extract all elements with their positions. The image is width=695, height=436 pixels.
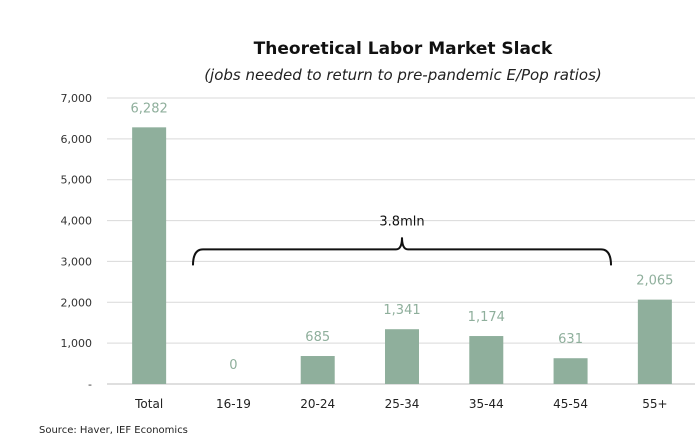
source-note: Source: Haver, IEF Economics — [39, 425, 188, 436]
x-tick-label: 16-19 — [216, 397, 251, 411]
bar-55+ — [637, 299, 672, 384]
bar-Total — [132, 127, 167, 385]
bracket-annotation — [191, 237, 613, 266]
y-tick-label: 2,000 — [61, 296, 93, 309]
y-tick-label: 3,000 — [61, 255, 93, 268]
data-label: 631 — [558, 332, 583, 347]
bar-25-34 — [385, 329, 419, 384]
bar-45-54 — [553, 358, 588, 384]
y-tick-label: 5,000 — [61, 174, 93, 187]
x-tick-label: 20-24 — [300, 397, 335, 411]
gridlines — [107, 97, 695, 344]
y-tick-label: 7,000 — [61, 92, 93, 105]
bar-20-24 — [300, 356, 335, 384]
x-tick-label: 55+ — [642, 397, 667, 411]
data-label: 2,065 — [636, 274, 673, 289]
bar-chart: Theoretical Labor Market Slack (jobs nee… — [61, 39, 695, 411]
x-axis-ticks: Total 16-19 20-24 25-34 35-44 45-54 55+ — [134, 397, 667, 411]
y-tick-label: 1,000 — [61, 337, 93, 350]
data-label: 0 — [229, 358, 237, 373]
y-tick-label: - — [88, 378, 92, 391]
x-tick-label: 45-54 — [553, 397, 588, 411]
x-tick-label: 25-34 — [385, 397, 420, 411]
data-label: 685 — [305, 330, 330, 345]
bars — [132, 127, 672, 385]
bar-35-44 — [469, 336, 504, 384]
data-label: 1,174 — [468, 310, 505, 325]
data-label: 6,282 — [131, 101, 168, 116]
y-tick-label: 6,000 — [61, 133, 93, 146]
y-axis-ticks: - 1,000 2,000 3,000 4,000 5,000 6,000 7,000 — [61, 92, 93, 391]
data-label: 1,341 — [383, 303, 420, 318]
bracket-annotation-label: 3.8mln — [379, 214, 424, 229]
y-tick-label: 4,000 — [61, 215, 93, 228]
data-labels: 6,282 0 685 1,341 1,174 631 2,065 — [131, 101, 674, 373]
x-tick-label: 35-44 — [469, 397, 504, 411]
chart-subtitle: (jobs needed to return to pre-pandemic E… — [204, 66, 602, 84]
chart-title: Theoretical Labor Market Slack — [254, 39, 553, 59]
x-tick-label: Total — [134, 397, 163, 411]
